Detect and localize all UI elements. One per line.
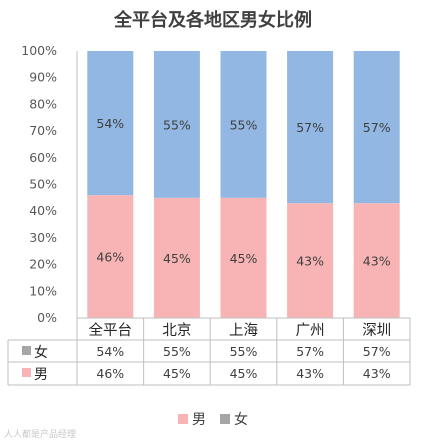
- bar-segment-female: [353, 51, 400, 204]
- y-tick-label: 10%: [29, 283, 57, 298]
- data-label: 45%: [163, 251, 191, 266]
- y-tick-label: 60%: [29, 150, 57, 165]
- table-cell: 45%: [230, 366, 258, 381]
- legend-swatch: [220, 414, 230, 424]
- y-tick-label: 40%: [29, 203, 57, 218]
- table-cell: 57%: [363, 344, 391, 359]
- legend-swatch: [178, 414, 188, 424]
- bar-segment-male: [287, 203, 334, 318]
- data-label: 57%: [363, 120, 391, 135]
- y-tick-label: 70%: [29, 123, 57, 138]
- table-cell: 55%: [163, 344, 191, 359]
- watermark: 人人都是产品经理: [4, 430, 77, 440]
- table-cell: 45%: [163, 366, 191, 381]
- table-legend-key: [22, 346, 31, 355]
- bar-segment-female: [220, 51, 267, 198]
- category-label: 北京: [162, 322, 191, 339]
- data-label: 45%: [230, 251, 258, 266]
- table-row-name: 男: [34, 367, 48, 383]
- data-label: 54%: [96, 116, 124, 131]
- table-cell: 43%: [363, 366, 391, 381]
- table-cell: 54%: [96, 344, 124, 359]
- data-label: 43%: [296, 254, 324, 269]
- y-tick-label: 30%: [29, 230, 57, 245]
- category-label: 上海: [229, 322, 258, 339]
- bar-segment-female: [87, 51, 134, 196]
- data-label: 55%: [163, 117, 191, 132]
- table-legend-key: [22, 368, 31, 377]
- table-row-name: 女: [34, 344, 48, 361]
- bar-segment-male: [220, 197, 267, 318]
- data-label: 57%: [296, 120, 324, 135]
- table-cell: 55%: [230, 344, 258, 359]
- category-label: 深圳: [362, 322, 391, 339]
- data-label: 55%: [230, 117, 258, 132]
- table-cell: 57%: [296, 344, 324, 359]
- bar-segment-female: [287, 51, 334, 204]
- y-tick-label: 20%: [29, 257, 57, 272]
- bar-segment-male: [153, 197, 200, 318]
- data-label: 46%: [96, 250, 124, 265]
- chart-title: 全平台及各地区男女比例: [113, 9, 312, 31]
- table-cell: 43%: [296, 366, 324, 381]
- legend-label: 男: [192, 412, 206, 428]
- y-tick-label: 50%: [29, 177, 57, 192]
- y-tick-label: 80%: [29, 96, 57, 111]
- y-tick-label: 90%: [29, 70, 57, 85]
- y-tick-label: 100%: [21, 43, 57, 58]
- bar-segment-female: [153, 51, 200, 198]
- legend-label: 女: [234, 411, 248, 428]
- bar-segment-male: [353, 203, 400, 318]
- bar-segment-male: [87, 195, 134, 318]
- category-label: 全平台: [89, 321, 133, 339]
- category-label: 广州: [296, 322, 325, 339]
- y-tick-label: 0%: [37, 310, 57, 325]
- data-label: 43%: [363, 254, 391, 269]
- table-cell: 46%: [96, 366, 124, 381]
